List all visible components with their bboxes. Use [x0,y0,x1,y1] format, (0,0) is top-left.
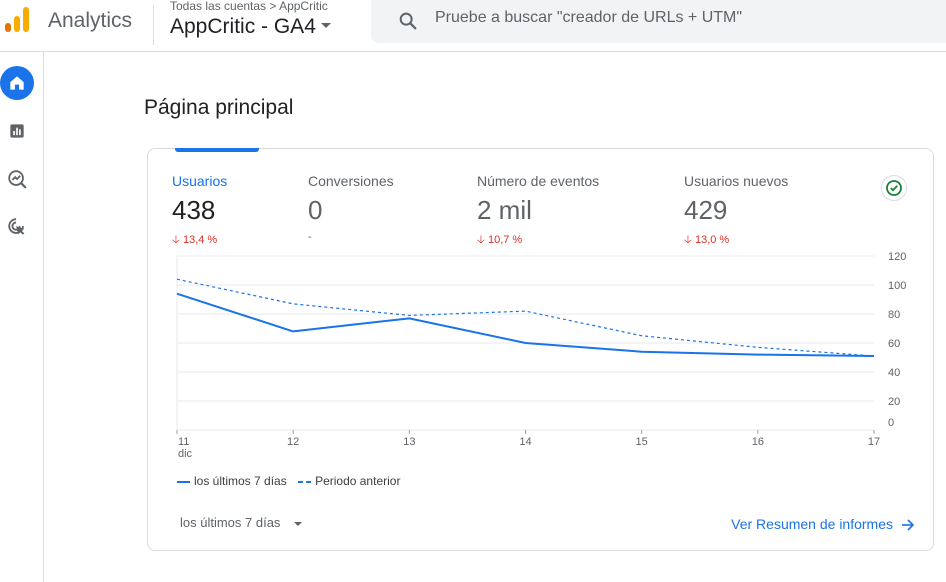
property-name: AppCritic - GA4 [170,15,316,38]
metric-label: Número de eventos [477,173,600,189]
legend-current: los últimos 7 días [194,474,287,488]
breadcrumb[interactable]: Todas las cuentas > AppCritic [170,0,328,13]
bar-chart-icon [10,124,24,138]
metric-new-users[interactable]: Usuarios nuevos 429 🡣 13,0 % [684,173,788,250]
active-tab-indicator [175,148,259,152]
y-tick-label: 40 [888,367,900,379]
metric-conversions[interactable]: Conversiones 0 - [308,173,394,243]
arrow-down-icon: 🡣 [172,234,180,246]
arrow-right-icon [902,519,915,531]
legend-swatch-dashed [298,480,312,483]
x-sublabel: dic [178,448,193,460]
y-tick-label: 20 [888,396,900,408]
y-tick-label: 80 [888,309,900,321]
metric-value: 2 mil [477,195,532,225]
arrow-down-icon: 🡣 [684,234,692,246]
analytics-logo-icon[interactable] [4,6,32,34]
metric-change: 🡣 10,7 % [477,234,523,246]
metric-change: 🡣 13,0 % [684,234,730,246]
nav-advertising[interactable] [0,210,34,244]
metric-label: Usuarios nuevos [684,173,789,189]
search-bar[interactable]: Pruebe a buscar "creador de URLs + UTM" [371,0,946,43]
ads-cursor-icon [8,218,25,235]
metric-value: 438 [172,195,216,225]
home-icon [10,76,24,90]
metric-value: 0 [308,195,323,225]
metric-change: 🡣 13,4 % [172,234,218,246]
explore-icon [8,170,27,189]
metric-label: Conversiones [308,173,394,189]
check-circle-icon[interactable] [880,174,908,202]
date-range-selector[interactable]: los últimos 7 días [180,515,303,530]
series-line-current [176,292,875,358]
metric-events[interactable]: Número de eventos 2 mil 🡣 10,7 % [477,173,599,250]
app-name: Analytics [48,9,133,32]
metric-value: 429 [684,195,728,225]
search-icon [399,12,417,30]
legend-swatch-solid [177,480,190,483]
nav-explore[interactable] [0,162,34,196]
x-tick-label: 11 [178,436,189,448]
nav-home[interactable] [0,66,34,100]
y-tick-label: 100 [888,280,906,292]
x-tick-label: 15 [636,436,648,448]
chart-legend: los últimos 7 días Periodo anterior [177,474,400,488]
metric-users[interactable]: Usuarios 438 🡣 13,4 % [172,173,227,250]
users-line-chart: 0 20 40 60 80 100 120 11 12 13 14 15 16 17 dic [176,251,906,460]
view-reports-link[interactable]: Ver Resumen de informes [731,516,915,532]
chevron-down-icon [294,521,303,526]
x-tick-label: 16 [752,436,764,448]
arrow-down-icon: 🡣 [477,234,485,246]
property-selector[interactable]: AppCritic - GA4 [170,15,331,39]
y-tick-label: 60 [888,338,900,350]
y-tick-label: 0 [888,417,894,429]
metric-label: Usuarios [172,173,228,189]
series-line-previous [176,278,875,357]
top-bar: Analytics Todas las cuentas > AppCritic … [0,0,946,52]
metric-change: - [308,231,312,243]
search-input[interactable]: Pruebe a buscar "creador de URLs + UTM" [435,9,743,26]
x-tick-label: 14 [519,436,531,448]
x-tick-label: 12 [287,436,299,448]
chevron-down-icon [320,23,331,29]
x-tick-label: 17 [868,436,880,448]
y-tick-label: 120 [888,251,906,263]
legend-previous: Periodo anterior [315,474,401,488]
nav-reports[interactable] [0,114,34,148]
side-nav [0,52,44,582]
page-title: Página principal [144,96,294,119]
x-tick-label: 13 [403,436,415,448]
divider [153,5,154,45]
overview-card: Usuarios 438 🡣 13,4 % Conversiones 0 - N… [147,148,934,551]
